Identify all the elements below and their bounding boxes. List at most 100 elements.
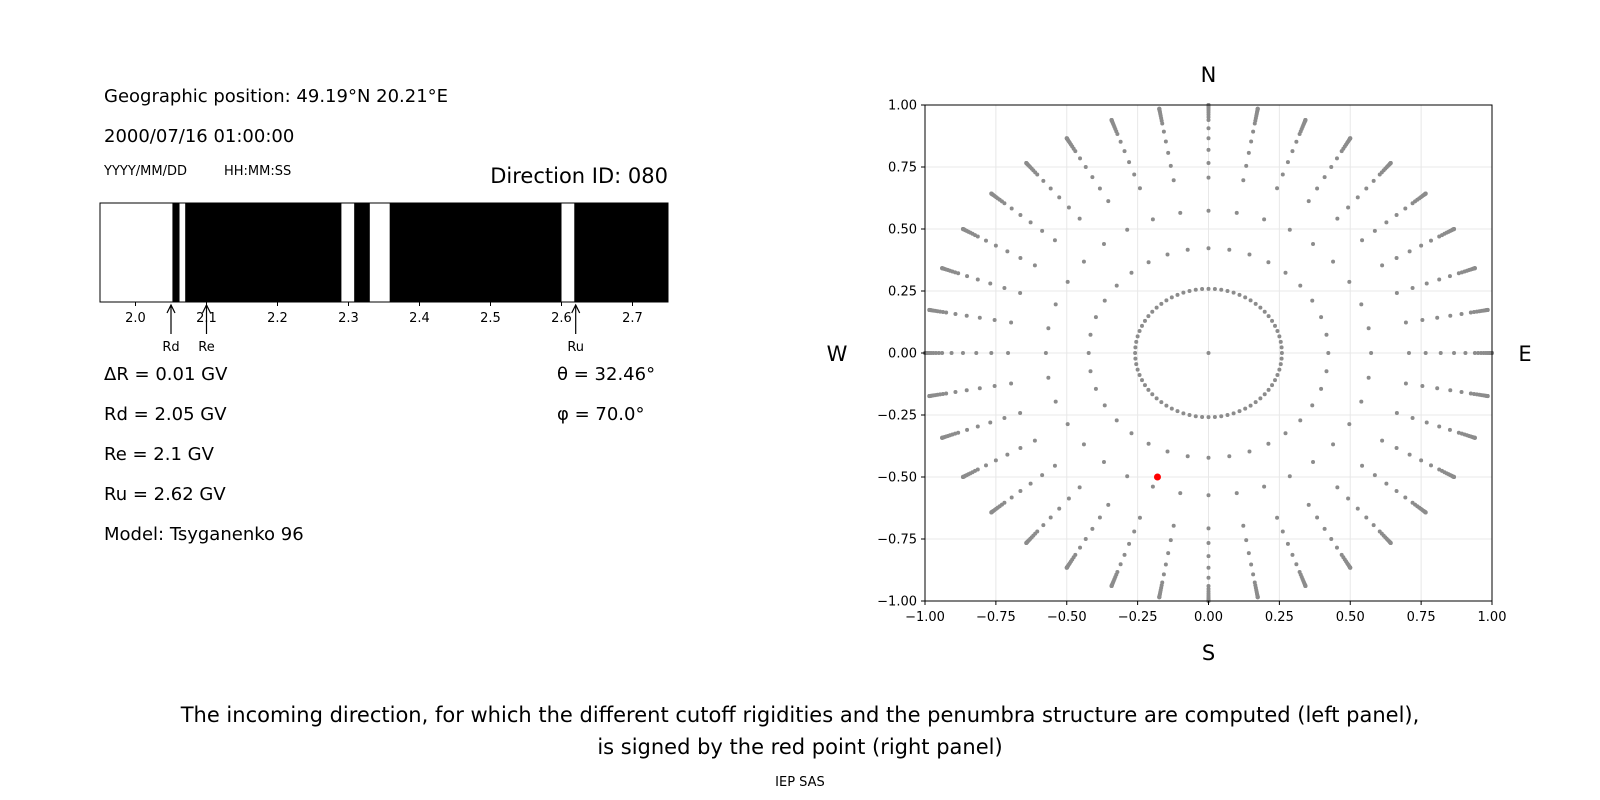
x-tick-label: 2.4	[409, 311, 430, 326]
grid-point	[1283, 431, 1288, 436]
grid-point	[1294, 139, 1299, 144]
grid-point	[1476, 351, 1481, 355]
grid-point	[936, 351, 941, 355]
grid-point	[1175, 292, 1180, 297]
grid-point	[1159, 400, 1164, 405]
grid-point	[1403, 381, 1408, 386]
grid-point	[1175, 409, 1180, 414]
grid-point	[1278, 339, 1283, 344]
grid-point	[944, 310, 949, 315]
grid-point	[1331, 259, 1336, 264]
grid-point	[1237, 409, 1242, 414]
grid-point	[1146, 441, 1151, 446]
grid-point	[1125, 474, 1130, 479]
grid-point	[1290, 552, 1295, 557]
grid-point	[1166, 150, 1171, 155]
grid-point	[1018, 445, 1023, 450]
y-tick-label: 0.25	[888, 285, 917, 300]
grid-point	[1472, 351, 1477, 355]
time-format-label: HH:MM:SS	[224, 164, 292, 179]
grid-point	[1093, 386, 1098, 391]
grid-point	[1275, 515, 1280, 520]
grid-point	[1125, 227, 1130, 232]
grid-point	[1394, 212, 1399, 217]
grid-point	[1169, 295, 1174, 300]
rd-value: Rd = 2.05 GV	[104, 404, 227, 425]
grid-point	[1171, 523, 1176, 528]
grid-point	[1206, 126, 1211, 131]
grid-point	[1403, 320, 1408, 325]
grid-point	[1234, 210, 1239, 215]
grid-point	[1280, 172, 1285, 177]
grid-point	[1146, 260, 1151, 265]
grid-point	[1420, 383, 1425, 388]
grid-point	[1187, 289, 1192, 293]
grid-point	[1364, 515, 1369, 520]
grid-point	[1169, 406, 1174, 411]
theta-value: θ = 32.46°	[557, 364, 656, 385]
grid-point	[1206, 286, 1211, 291]
allowed-band	[341, 203, 355, 302]
x-tick-label: 0.00	[1194, 610, 1223, 625]
grid-point	[1154, 305, 1159, 310]
grid-point	[1053, 399, 1058, 404]
grid-point	[1290, 149, 1295, 154]
grid-point	[1206, 175, 1211, 180]
geographic-position: Geographic position: 49.19°N 20.21°E	[104, 86, 449, 107]
grid-point	[1206, 147, 1211, 152]
grid-point	[1002, 415, 1007, 420]
credit: IEP SAS	[775, 775, 825, 790]
grid-point	[956, 430, 961, 435]
grid-point	[1246, 551, 1251, 556]
grid-point	[1106, 502, 1111, 507]
grid-point	[956, 271, 961, 276]
grid-point	[1206, 136, 1211, 141]
grid-point	[1193, 414, 1198, 419]
grid-point	[1097, 186, 1102, 191]
grid-point	[1419, 458, 1424, 463]
grid-point	[1437, 277, 1442, 282]
grid-point	[1163, 562, 1168, 567]
grid-point	[1380, 263, 1385, 268]
grid-point	[1150, 484, 1155, 489]
grid-point	[1064, 565, 1069, 570]
grid-point	[1275, 329, 1280, 334]
grid-point	[1178, 491, 1183, 496]
grid-point	[1212, 287, 1217, 292]
grid-point	[1247, 449, 1252, 454]
grid-point	[1078, 545, 1083, 550]
grid-point	[1142, 383, 1147, 388]
grid-point	[989, 191, 994, 196]
grid-point	[1243, 295, 1248, 300]
grid-point	[1066, 496, 1071, 501]
grid-point	[1028, 220, 1033, 225]
grid-point	[1018, 256, 1023, 261]
grid-point	[1122, 149, 1127, 154]
grid-point	[1219, 287, 1224, 292]
grid-point	[1134, 339, 1139, 344]
grid-point	[953, 311, 958, 316]
grid-point	[1251, 572, 1256, 577]
grid-point	[1178, 210, 1183, 215]
grid-point	[1040, 473, 1045, 478]
grid-point	[1241, 178, 1246, 183]
grid-point	[927, 307, 932, 312]
grid-point	[1171, 178, 1176, 183]
grid-point	[1266, 387, 1271, 392]
grid-point	[1065, 279, 1070, 284]
compass-east: E	[1518, 342, 1531, 366]
grid-point	[1185, 454, 1190, 459]
grid-point	[1134, 362, 1139, 367]
grid-point	[1273, 378, 1278, 383]
compass-north: N	[1201, 63, 1217, 87]
grid-point	[1266, 441, 1271, 446]
grid-point	[1005, 452, 1010, 457]
grid-point	[1403, 495, 1408, 500]
x-tick-label: 2.7	[622, 311, 643, 326]
grid-point	[960, 227, 965, 231]
grid-point	[940, 266, 945, 271]
grid-point	[1294, 562, 1299, 567]
grid-point	[1347, 422, 1352, 427]
grid-point	[1206, 565, 1211, 570]
grid-point	[1319, 386, 1324, 391]
